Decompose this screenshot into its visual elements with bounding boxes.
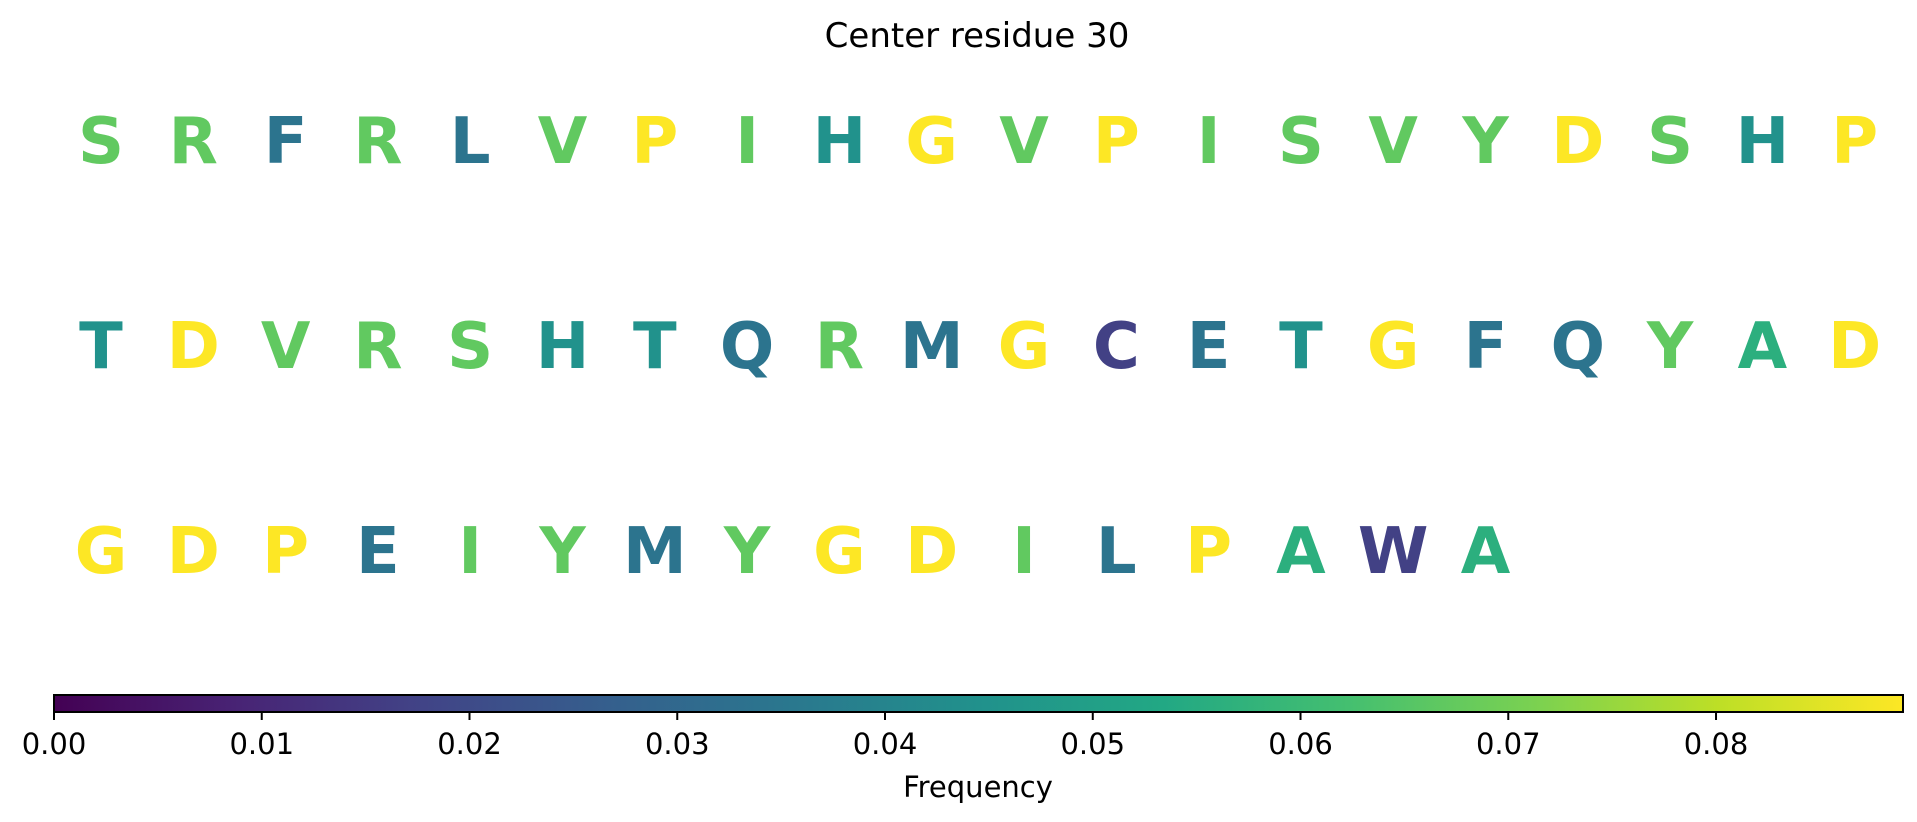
residue-letter: H [813,105,867,179]
colorbar-tick-label: 0.04 [853,727,918,761]
residue-letter: A [1738,310,1788,384]
residue-letter: F [1464,310,1508,384]
colorbar-tick-label: 0.05 [1060,727,1125,761]
colorbar-tick-label: 0.08 [1684,727,1749,761]
residue-letter: G [905,105,958,179]
colorbar-ticks: 0.00 0.01 0.02 0.03 0.04 0.05 0.06 0.07 0.08 [22,712,1749,761]
colorbar-tick-label: 0.02 [437,727,502,761]
residue-letter: I [1197,105,1221,179]
chart-title: Center residue 30 [825,16,1130,56]
colorbar-gradient [53,694,1904,713]
residue-letter: L [450,105,491,179]
residue-letter: D [1551,105,1604,179]
colorbar-tick-label: 0.03 [645,727,710,761]
residue-letter: A [1276,515,1326,589]
residue-letter: G [998,310,1051,384]
residue-letter: I [458,515,482,589]
residue-letter: S [78,105,124,179]
residue-letter: G [813,515,866,589]
residue-letter: R [169,105,218,179]
residue-letter: I [735,105,759,179]
colorbar-tick-label: 0.00 [22,727,87,761]
colorbar-tick-label: 0.07 [1476,727,1541,761]
residue-letter: F [264,105,308,179]
residue-letter: P [1093,105,1140,179]
colorbar-tick-label: 0.01 [229,727,294,761]
residue-letter: Y [1646,310,1694,384]
colorbar: 0.00 0.01 0.02 0.03 0.04 0.05 0.06 0.07 0.08 Fre… [22,694,1904,804]
residue-letter: Y [723,515,771,589]
residue-letter: M [900,310,964,384]
residue-letter: C [1093,310,1140,384]
residue-letter: T [1279,310,1323,384]
residue-letter: E [356,515,400,589]
residue-letter: W [1358,515,1429,589]
residue-letter: V [538,105,588,179]
residue-letter: S [1278,105,1324,179]
residue-letter: L [1096,515,1137,589]
residue-letter: R [353,105,402,179]
residue-letter: Q [720,310,774,384]
residue-letter: H [1736,105,1790,179]
residue-letter: T [633,310,677,384]
residue-letter: E [1187,310,1231,384]
residue-letter: G [1367,310,1420,384]
residue-letters: S R F R L V P I H G V P I S V Y D S H PT D V R S H T Q R M G C E T G F Q Y A D… [75,105,1882,589]
residue-letter: V [999,105,1049,179]
residue-letter: P [262,515,309,589]
residue-letter: S [1647,105,1693,179]
residue-letter: S [447,310,493,384]
residue-letter: D [167,310,220,384]
residue-letter: P [1185,515,1232,589]
residue-letter: P [1831,105,1878,179]
residue-letter: R [353,310,402,384]
residue-letter: Q [1551,310,1605,384]
colorbar-label: Frequency [903,770,1053,804]
residue-letter: A [1461,515,1511,589]
residue-letter: D [167,515,220,589]
residue-letter: P [631,105,678,179]
residue-letter: R [815,310,864,384]
residue-letter: H [536,310,590,384]
colorbar-tick-label: 0.06 [1268,727,1333,761]
residue-letter: V [1368,105,1418,179]
residue-letter: Y [1461,105,1509,179]
residue-letter: V [261,310,311,384]
residue-letter: T [79,310,123,384]
residue-letter: D [1828,310,1881,384]
residue-letter: Y [538,515,586,589]
residue-letter: G [75,515,128,589]
residue-letter: M [623,515,687,589]
residue-letter: I [1012,515,1036,589]
residue-letter: D [905,515,958,589]
